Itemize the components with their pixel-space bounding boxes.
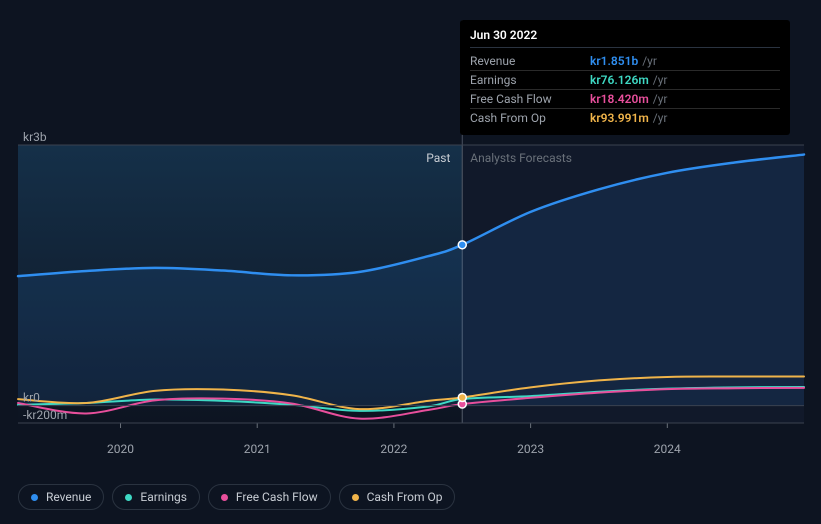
tooltip-row-value: kr93.991m	[590, 111, 649, 125]
legend-dot-icon	[31, 494, 38, 501]
tooltip-row-label: Earnings	[470, 73, 590, 87]
tooltip-row-value: kr1.851b	[590, 54, 638, 68]
legend: Revenue Earnings Free Cash Flow Cash From O…	[18, 484, 455, 510]
svg-text:-kr200m: -kr200m	[23, 408, 67, 422]
tooltip-row-label: Revenue	[470, 54, 590, 68]
tooltip-row-value: kr76.126m	[590, 73, 649, 87]
legend-label: Earnings	[140, 490, 187, 504]
legend-label: Free Cash Flow	[236, 490, 318, 504]
svg-text:2020: 2020	[107, 442, 134, 456]
legend-dot-icon	[125, 494, 132, 501]
svg-text:kr3b: kr3b	[23, 130, 47, 144]
tooltip-row: Free Cash Flowkr18.420m /yr	[470, 90, 780, 109]
legend-item-earnings[interactable]: Earnings	[112, 484, 200, 510]
legend-item-revenue[interactable]: Revenue	[18, 484, 104, 510]
svg-text:2022: 2022	[380, 442, 407, 456]
legend-item-free-cash-flow[interactable]: Free Cash Flow	[208, 484, 331, 510]
tooltip-row-suffix: /yr	[653, 73, 668, 87]
svg-text:2024: 2024	[654, 442, 681, 456]
tooltip-row-suffix: /yr	[653, 92, 668, 106]
tooltip-row-label: Cash From Op	[470, 111, 590, 125]
legend-item-cash-from-op[interactable]: Cash From Op	[339, 484, 456, 510]
tooltip-row-suffix: /yr	[642, 54, 657, 68]
forecast-region-label: Analysts Forecasts	[470, 151, 572, 165]
tooltip-row: Cash From Opkr93.991m /yr	[470, 109, 780, 127]
tooltip-row-value: kr18.420m	[590, 92, 649, 106]
svg-text:2023: 2023	[517, 442, 544, 456]
data-tooltip: Jun 30 2022 Revenuekr1.851b /yrEarningsk…	[460, 20, 790, 135]
svg-text:kr0: kr0	[23, 391, 40, 405]
legend-label: Revenue	[46, 490, 91, 504]
legend-label: Cash From Op	[367, 490, 443, 504]
tooltip-date: Jun 30 2022	[470, 28, 780, 48]
tooltip-row: Revenuekr1.851b /yr	[470, 52, 780, 71]
past-region-label: Past	[426, 151, 450, 165]
financial-forecast-chart: -kr200mkr0kr3b20202021202220232024 Past …	[0, 0, 821, 524]
tooltip-row-label: Free Cash Flow	[470, 92, 590, 106]
svg-text:2021: 2021	[244, 442, 271, 456]
legend-dot-icon	[352, 494, 359, 501]
legend-dot-icon	[221, 494, 228, 501]
tooltip-row-suffix: /yr	[653, 111, 668, 125]
tooltip-row: Earningskr76.126m /yr	[470, 71, 780, 90]
